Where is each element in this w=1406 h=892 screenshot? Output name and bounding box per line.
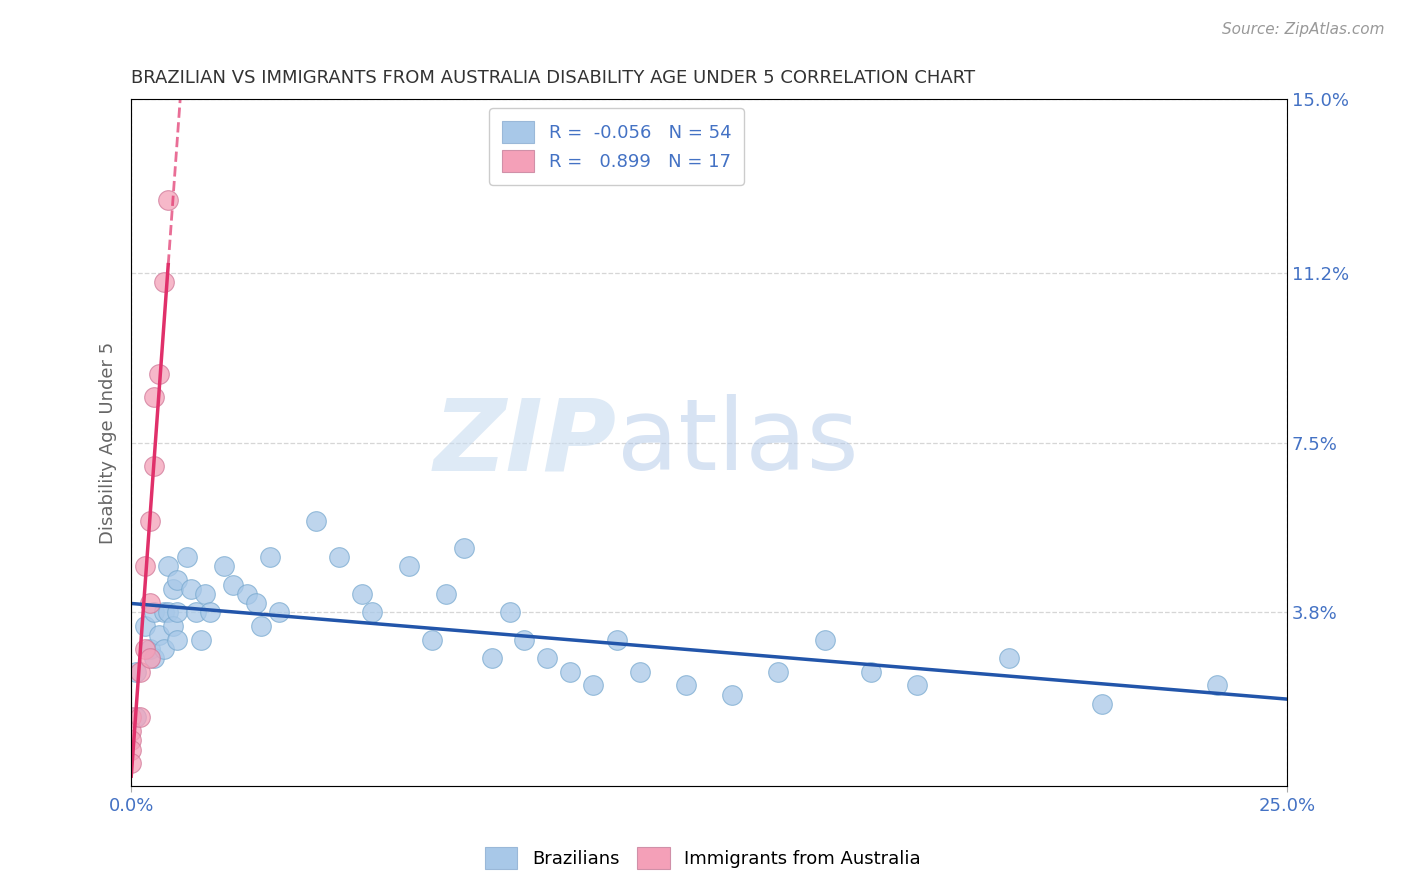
Text: atlas: atlas bbox=[617, 394, 858, 491]
Point bbox=[1206, 678, 1229, 692]
Point bbox=[138, 596, 160, 610]
Point bbox=[120, 724, 142, 739]
Point bbox=[269, 605, 291, 619]
Point bbox=[606, 632, 628, 647]
Point bbox=[453, 541, 475, 555]
Point bbox=[859, 665, 882, 679]
Point bbox=[138, 514, 160, 528]
Point bbox=[352, 587, 374, 601]
Point bbox=[129, 710, 152, 724]
Point bbox=[560, 665, 582, 679]
Point bbox=[143, 458, 166, 473]
Point bbox=[157, 559, 180, 574]
Point bbox=[582, 678, 605, 692]
Legend: R =  -0.056   N = 54, R =   0.899   N = 17: R = -0.056 N = 54, R = 0.899 N = 17 bbox=[489, 108, 744, 185]
Point bbox=[120, 756, 142, 771]
Point bbox=[513, 632, 536, 647]
Point bbox=[125, 665, 148, 679]
Point bbox=[721, 688, 744, 702]
Point bbox=[305, 514, 328, 528]
Point bbox=[245, 596, 267, 610]
Point bbox=[184, 605, 207, 619]
Point bbox=[768, 665, 790, 679]
Point bbox=[628, 665, 651, 679]
Point bbox=[138, 651, 160, 665]
Point bbox=[360, 605, 382, 619]
Point bbox=[148, 628, 170, 642]
Point bbox=[813, 632, 835, 647]
Point bbox=[675, 678, 697, 692]
Point bbox=[536, 651, 558, 665]
Point bbox=[129, 665, 152, 679]
Y-axis label: Disability Age Under 5: Disability Age Under 5 bbox=[100, 342, 117, 544]
Point bbox=[905, 678, 928, 692]
Point bbox=[434, 587, 457, 601]
Point bbox=[152, 276, 174, 290]
Point bbox=[120, 733, 142, 747]
Point bbox=[499, 605, 522, 619]
Point bbox=[198, 605, 221, 619]
Point bbox=[152, 641, 174, 656]
Point bbox=[120, 742, 142, 756]
Point bbox=[212, 559, 235, 574]
Point bbox=[481, 651, 503, 665]
Point bbox=[249, 619, 271, 633]
Point bbox=[166, 573, 188, 587]
Point bbox=[176, 550, 198, 565]
Point bbox=[236, 587, 259, 601]
Point bbox=[190, 632, 212, 647]
Text: ZIP: ZIP bbox=[433, 394, 617, 491]
Point bbox=[180, 582, 202, 597]
Point bbox=[134, 641, 156, 656]
Point bbox=[166, 605, 188, 619]
Point bbox=[148, 367, 170, 381]
Text: Source: ZipAtlas.com: Source: ZipAtlas.com bbox=[1222, 22, 1385, 37]
Point bbox=[143, 651, 166, 665]
Point bbox=[222, 577, 245, 591]
Point bbox=[259, 550, 281, 565]
Point bbox=[328, 550, 350, 565]
Point bbox=[998, 651, 1021, 665]
Point bbox=[134, 559, 156, 574]
Point bbox=[157, 193, 180, 207]
Point bbox=[1091, 697, 1114, 711]
Point bbox=[166, 632, 188, 647]
Point bbox=[162, 582, 184, 597]
Point bbox=[143, 605, 166, 619]
Point bbox=[398, 559, 420, 574]
Text: BRAZILIAN VS IMMIGRANTS FROM AUSTRALIA DISABILITY AGE UNDER 5 CORRELATION CHART: BRAZILIAN VS IMMIGRANTS FROM AUSTRALIA D… bbox=[131, 69, 976, 87]
Point bbox=[143, 390, 166, 404]
Point bbox=[125, 710, 148, 724]
Point bbox=[134, 619, 156, 633]
Point bbox=[157, 605, 180, 619]
Point bbox=[420, 632, 443, 647]
Point bbox=[138, 641, 160, 656]
Point bbox=[152, 605, 174, 619]
Point bbox=[162, 619, 184, 633]
Legend: Brazilians, Immigrants from Australia: Brazilians, Immigrants from Australia bbox=[477, 838, 929, 879]
Point bbox=[120, 710, 142, 724]
Point bbox=[194, 587, 217, 601]
